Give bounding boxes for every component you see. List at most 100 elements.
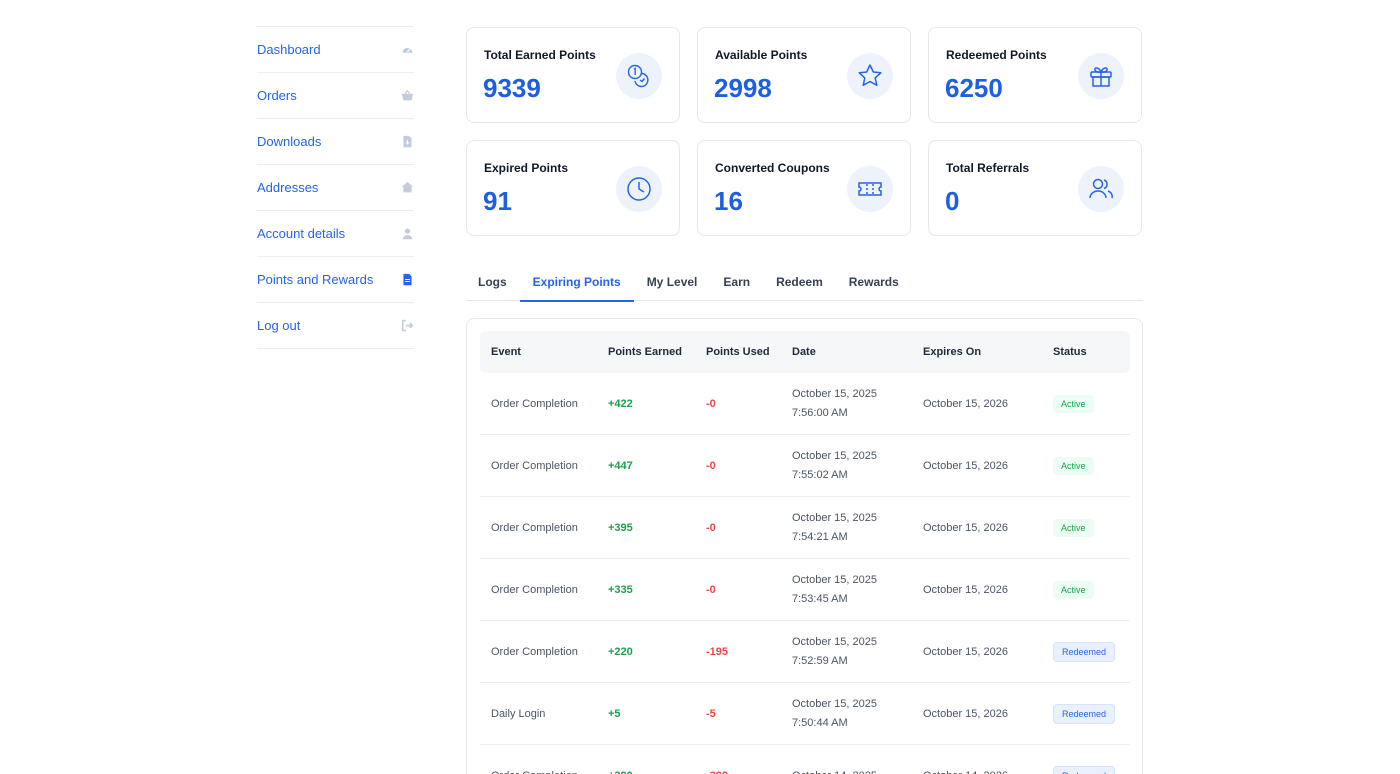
- expiring-points-table: Event Points Earned Points Used Date Exp…: [466, 318, 1143, 774]
- column-header-status: Status: [1053, 346, 1087, 358]
- stat-value: 9339: [483, 73, 541, 103]
- stat-card-redeemed: Redeemed Points 6250: [928, 27, 1142, 123]
- sidebar-item-label: Dashboard: [257, 42, 321, 57]
- sidebar-item-label: Account details: [257, 226, 346, 241]
- cell-status: Active: [1053, 435, 1094, 497]
- table-body: Order Completion +422 -0 October 15, 2025 7:…: [480, 373, 1130, 774]
- cell-status: Active: [1053, 373, 1094, 435]
- sidebar-item-dashboard[interactable]: Dashboard: [257, 27, 414, 73]
- users-icon: [1078, 166, 1124, 212]
- table-row: Order Completion +447 -0 October 15, 2025 7:…: [480, 435, 1130, 497]
- cell-status: Active: [1053, 497, 1094, 559]
- cell-points-earned: +447: [608, 460, 633, 472]
- time-text: 7:53:45 AM: [792, 593, 848, 605]
- stat-value: 2998: [714, 73, 772, 103]
- tab-rewards[interactable]: Rewards: [848, 275, 899, 289]
- date-text: October 15, 2025: [792, 512, 878, 524]
- cell-event: Order Completion: [491, 646, 578, 658]
- cell-expires-on: October 14, 2026: [923, 745, 1008, 774]
- stat-label: Converted Coupons: [715, 161, 830, 175]
- table-header: Event Points Earned Points Used Date Exp…: [480, 331, 1130, 373]
- stat-value: 6250: [945, 73, 1003, 103]
- sidebar-item-points-and-rewards[interactable]: Points and Rewards: [257, 257, 414, 303]
- sidebar-item-label: Orders: [257, 88, 297, 103]
- ticket-icon: [847, 166, 893, 212]
- cell-expires-on: October 15, 2026: [923, 522, 1009, 534]
- cell-points-used: -5: [706, 708, 716, 720]
- tab-expiring-points[interactable]: Expiring Points: [519, 263, 634, 302]
- table-row: Order Completion +220 -195 October 15, 2025…: [480, 621, 1130, 683]
- cell-points-used: -0: [706, 398, 716, 410]
- stat-card-converted-coupons: Converted Coupons 16: [697, 140, 911, 236]
- cell-points-used: -0: [706, 584, 716, 596]
- cell-points-used: -390: [706, 745, 728, 774]
- cell-event: Order Completion: [491, 745, 578, 774]
- date-text: October 15, 2025: [792, 450, 878, 462]
- status-badge: Redeemed: [1053, 766, 1116, 774]
- status-badge: Active: [1053, 395, 1094, 413]
- cell-points-used: -0: [706, 460, 716, 472]
- cell-event: Order Completion: [491, 584, 578, 596]
- date-text: October 15, 2025: [792, 636, 878, 648]
- date-text: October 15, 2025: [792, 388, 878, 400]
- stat-label: Redeemed Points: [946, 48, 1047, 62]
- table-row: Daily Login +5 -5 October 15, 2025 7:50:44 A…: [480, 683, 1130, 745]
- star-icon: [847, 53, 893, 99]
- cell-expires-on: October 15, 2026: [923, 584, 1009, 596]
- cell-event: Order Completion: [491, 460, 578, 472]
- cell-status: Redeemed: [1053, 683, 1116, 745]
- column-header-date: Date: [792, 346, 816, 358]
- tab-logs[interactable]: Logs: [478, 275, 507, 289]
- stat-card-expired: Expired Points 91: [466, 140, 680, 236]
- table-row: Order Completion +422 -0 October 15, 2025 7:…: [480, 373, 1130, 435]
- sidebar-item-log-out[interactable]: Log out: [257, 303, 414, 349]
- column-header-expires-on: Expires On: [923, 346, 982, 358]
- cell-expires-on: October 15, 2026: [923, 460, 1009, 472]
- table-row: Order Completion +390 -390 October 14, 2025…: [480, 745, 1130, 774]
- stat-label: Total Earned Points: [484, 48, 596, 62]
- column-header-points-used: Points Used: [706, 346, 770, 358]
- stat-card-available: Available Points 2998: [697, 27, 911, 123]
- cell-points-earned: +335: [608, 584, 633, 596]
- cell-date: October 15, 2025 7:50:44 AM: [792, 683, 877, 745]
- cell-points-earned: +390: [608, 745, 633, 774]
- time-text: 7:50:44 AM: [792, 717, 848, 729]
- cell-status: Redeemed: [1053, 745, 1116, 774]
- cell-points-earned: +395: [608, 522, 633, 534]
- tab-earn[interactable]: Earn: [723, 275, 751, 289]
- file-download-icon: [400, 135, 414, 149]
- sidebar-item-downloads[interactable]: Downloads: [257, 119, 414, 165]
- cell-date: October 15, 2025 7:52:59 AM: [792, 621, 877, 683]
- sidebar-item-label: Addresses: [257, 180, 319, 195]
- cell-points-earned: +220: [608, 646, 633, 658]
- sidebar-item-label: Log out: [257, 318, 301, 333]
- stat-card-total-earned: Total Earned Points 9339: [466, 27, 680, 123]
- status-badge: Active: [1053, 457, 1094, 475]
- status-badge: Active: [1053, 581, 1094, 599]
- cell-status: Active: [1053, 559, 1094, 621]
- cell-points-used: -195: [706, 646, 729, 658]
- column-header-event: Event: [491, 346, 521, 358]
- cell-event: Daily Login: [491, 708, 546, 720]
- sidebar-item-label: Downloads: [257, 134, 322, 149]
- cell-expires-on: October 15, 2026: [923, 708, 1009, 720]
- tab-redeem[interactable]: Redeem: [776, 275, 823, 289]
- column-header-points-earned: Points Earned: [608, 346, 682, 358]
- status-badge: Active: [1053, 519, 1094, 537]
- clock-icon: [616, 166, 662, 212]
- cell-points-used: -0: [706, 522, 716, 534]
- tab-my-level[interactable]: My Level: [646, 275, 698, 289]
- sidebar-item-orders[interactable]: Orders: [257, 73, 414, 119]
- time-text: 7:52:59 AM: [792, 655, 848, 667]
- date-text: October 14, 2025: [792, 767, 877, 774]
- sidebar-item-account-details[interactable]: Account details: [257, 211, 414, 257]
- points-tabs: Logs Expiring Points My Level Earn Redee…: [466, 263, 1143, 302]
- cell-date: October 15, 2025 7:56:00 AM: [792, 373, 877, 435]
- sidebar-item-addresses[interactable]: Addresses: [257, 165, 414, 211]
- cell-event: Order Completion: [491, 522, 578, 534]
- time-text: 7:55:02 AM: [792, 469, 848, 481]
- cell-points-earned: +5: [608, 708, 621, 720]
- date-text: October 15, 2025: [792, 574, 878, 586]
- points-summary-cards: Total Earned Points 9339 Available Point…: [466, 27, 1143, 236]
- gift-icon: [1078, 53, 1124, 99]
